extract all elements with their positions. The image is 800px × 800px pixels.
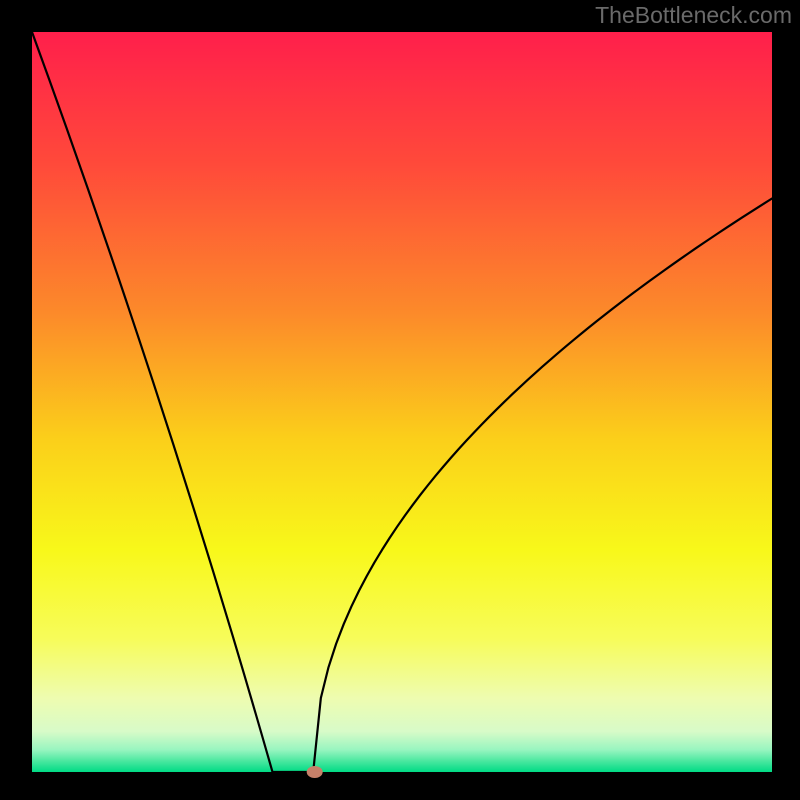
- gradient-plot-area: [32, 32, 772, 772]
- chart-container: TheBottleneck.com: [0, 0, 800, 800]
- watermark-text: TheBottleneck.com: [595, 2, 792, 29]
- bottleneck-chart-svg: [0, 0, 800, 800]
- optimal-point-marker: [307, 766, 323, 778]
